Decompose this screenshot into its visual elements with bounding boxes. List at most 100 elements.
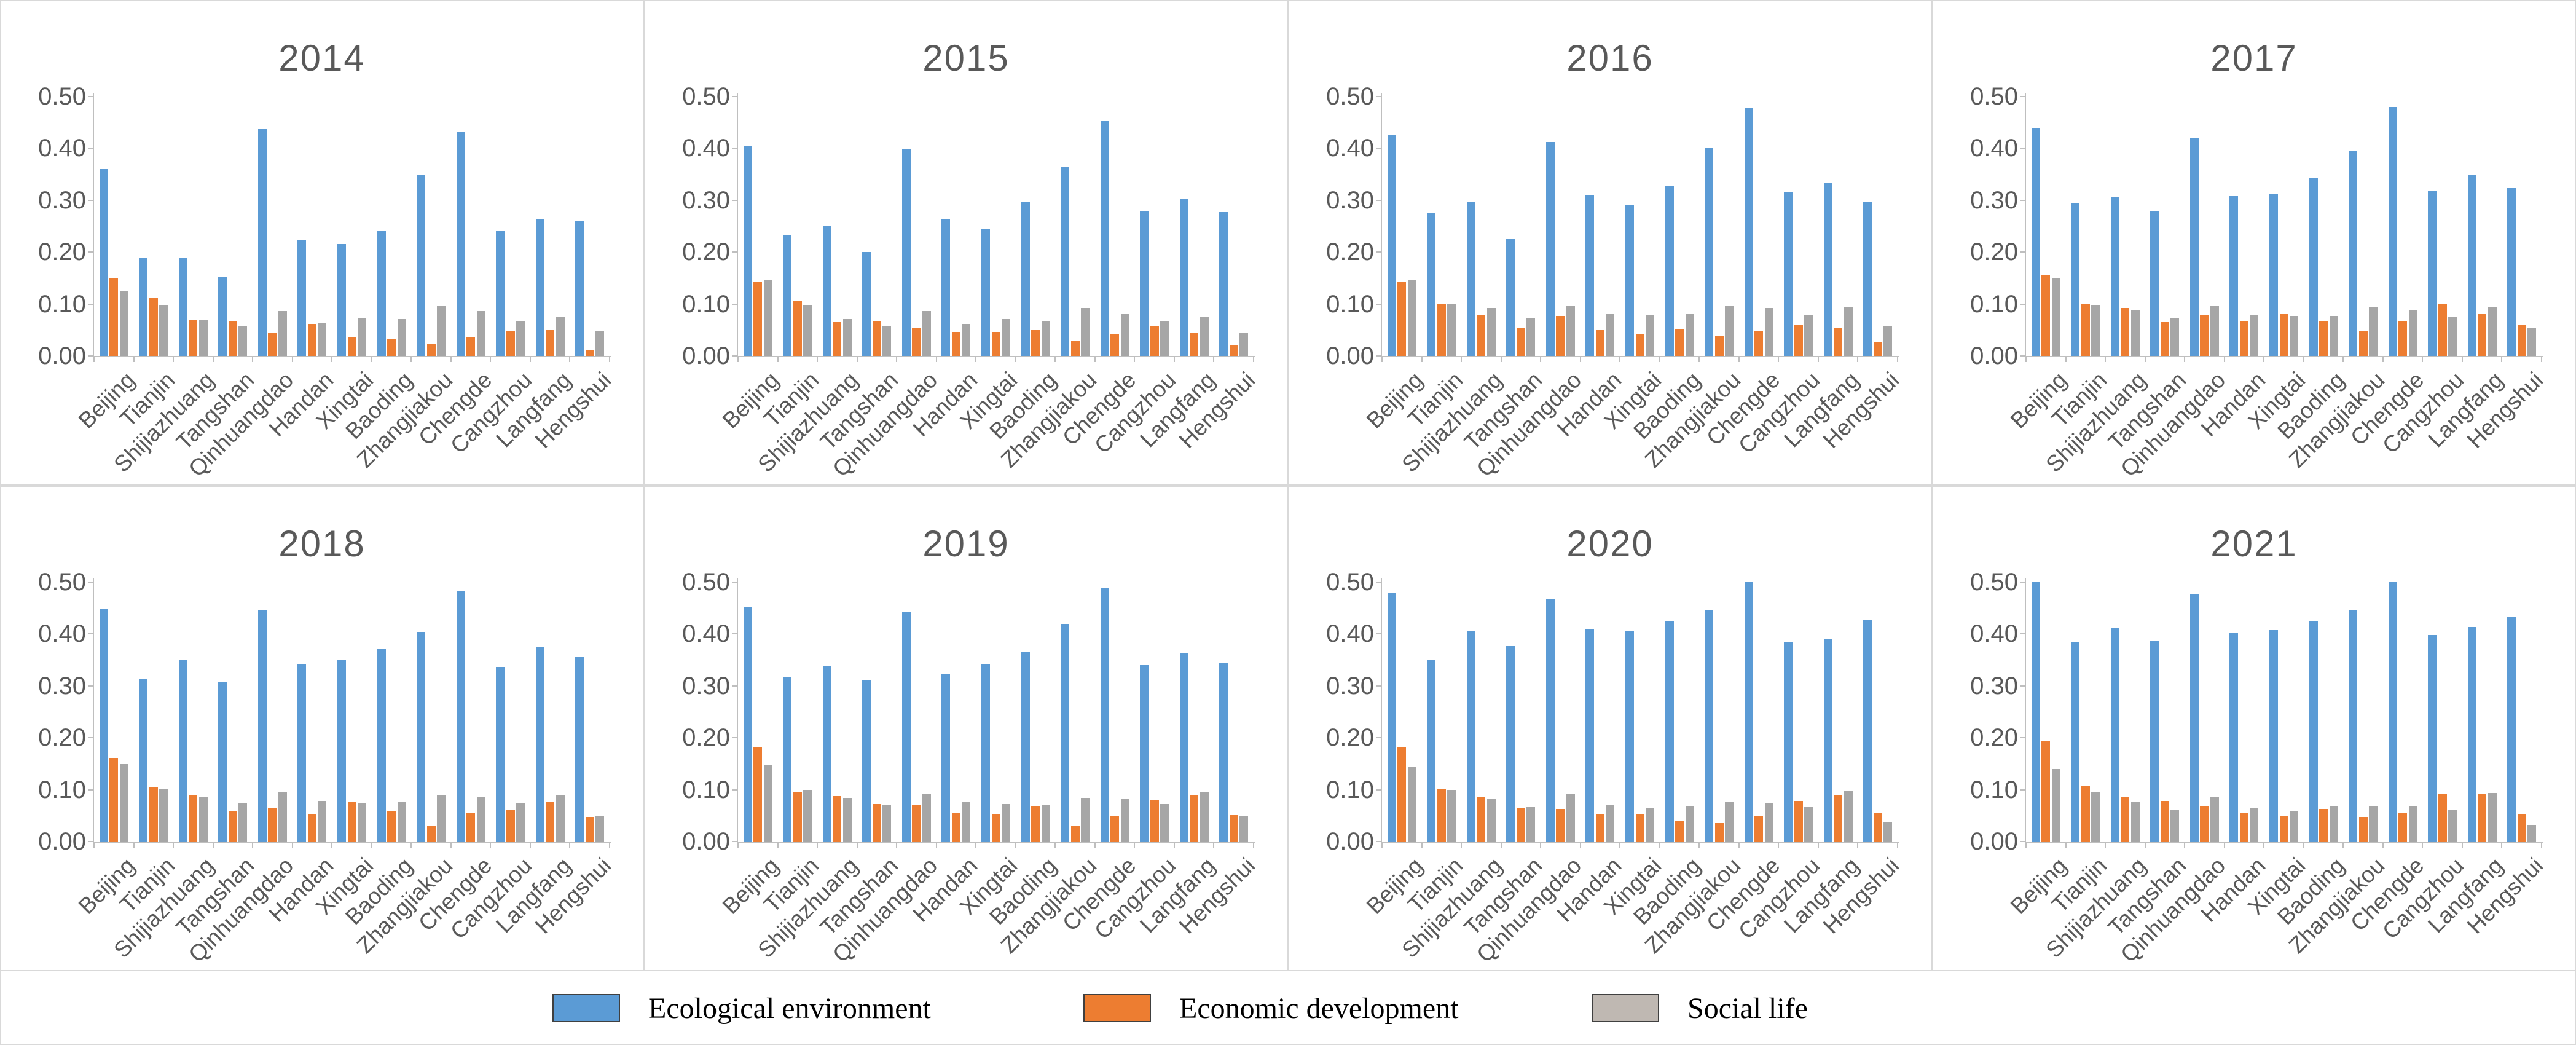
y-axis-tick-label: 0.40 [1970,620,2018,648]
bar-ecological [941,219,951,356]
bar-social [882,805,892,842]
x-axis-tick [2422,356,2424,362]
bar-social [556,317,565,356]
bar-social [2250,808,2259,842]
y-axis-tick [88,199,93,201]
x-axis-tick [856,842,858,848]
bar-economic [506,331,515,356]
bar-economic [1477,315,1486,356]
bar-economic [872,321,881,356]
x-axis-tick [1659,842,1660,848]
y-axis-tick-label: 0.10 [38,776,86,803]
x-axis-tick [2263,356,2265,362]
bar-social [556,795,565,842]
x-axis-tick [2105,842,2107,848]
bar-economic [2239,813,2248,842]
bar-economic [2398,320,2408,356]
bar-economic [1150,800,1159,842]
bar-social [1725,306,1734,356]
bar-ecological [2071,642,2080,842]
x-axis-tick [1173,356,1175,362]
x-axis-tick [2105,356,2107,362]
x-axis-tick [1381,842,1383,848]
bar-economic [2398,812,2408,842]
bar-social [2408,309,2417,356]
bar-social [198,797,208,842]
y-axis-tick-label: 0.50 [1970,83,2018,110]
bar-economic [1437,303,1446,356]
bar-economic [228,320,237,356]
bar-social [1646,315,1654,356]
social-life-swatch-icon [1592,994,1659,1022]
bar-ecological [99,169,108,356]
y-axis-tick [2020,303,2025,305]
bar-ecological [218,682,227,842]
bar-ecological [535,219,544,356]
y-axis-tick-label: 0.00 [1970,828,2018,855]
bar-economic [109,758,119,842]
y-axis-tick-label: 0.40 [682,135,730,162]
y-axis-tick [1376,96,1381,97]
bar-ecological [981,664,990,842]
chart-panel-2020: 2020 0.00 0.10 0.20 0.30 0.40 0.50 Beijing Tianj… [1288,486,1932,971]
y-axis-tick [2020,96,2025,97]
x-axis-tick [93,356,95,362]
bar-social [2210,797,2219,842]
bar-economic [387,811,396,842]
x-axis-tick [896,842,898,848]
bar-economic [1714,823,1724,842]
bar-ecological [1705,610,1714,842]
bar-economic [307,323,316,356]
x-axis-tick [1500,356,1502,362]
bar-ecological [2269,194,2278,356]
bar-ecological [1823,639,1832,842]
bar-economic [833,322,842,356]
bar-ecological [456,132,465,356]
bar-social [1407,766,1416,842]
y-axis-tick [2020,737,2025,739]
bar-economic [1229,345,1238,356]
x-axis-tick [975,842,977,848]
bar-economic [1754,816,1764,842]
y-axis-tick [1376,355,1381,357]
bar-social [1764,308,1773,356]
bar-ecological [575,221,584,356]
bar-economic [1070,825,1080,842]
bar-economic [2517,325,2526,356]
x-axis-tick [1778,356,1780,362]
bar-social [318,801,327,842]
bar-ecological [1427,660,1436,842]
bar-economic [1635,814,1644,842]
bar-social [2250,315,2259,356]
x-axis-tick [856,356,858,362]
bar-economic [426,826,436,842]
bar-social [2408,806,2417,842]
bar-economic [1150,326,1159,356]
y-axis-tick [2020,685,2025,687]
x-axis-tick [1015,356,1016,362]
bar-social [2051,278,2060,356]
bar-economic [585,349,594,356]
bar-economic [1397,746,1407,842]
bar-ecological [862,680,871,842]
y-axis-tick-label: 0.30 [1326,672,1374,700]
bar-ecological [1021,652,1030,842]
x-axis-tick [331,356,333,362]
y-axis-tick-label: 0.00 [682,342,730,369]
bar-economic [307,814,316,842]
bar-economic [1477,797,1486,842]
bar-economic [1516,808,1525,842]
bar-social [1120,799,1129,842]
x-axis-tick [777,842,779,848]
y-axis-tick-label: 0.10 [1326,290,1374,318]
x-axis-tick [1857,356,1859,362]
chart-panel-2018: 2018 0.00 0.10 0.20 0.30 0.40 0.50 Beijing Tianj… [0,486,644,971]
x-axis-tick [1659,356,1660,362]
x-axis-tick [529,842,531,848]
chart-title: 2019 [922,523,1010,564]
bar-economic [1834,795,1843,842]
bar-economic [2517,814,2526,842]
x-axis-tick [2184,842,2186,848]
x-axis-tick [410,356,412,362]
bar-economic [2319,808,2328,842]
